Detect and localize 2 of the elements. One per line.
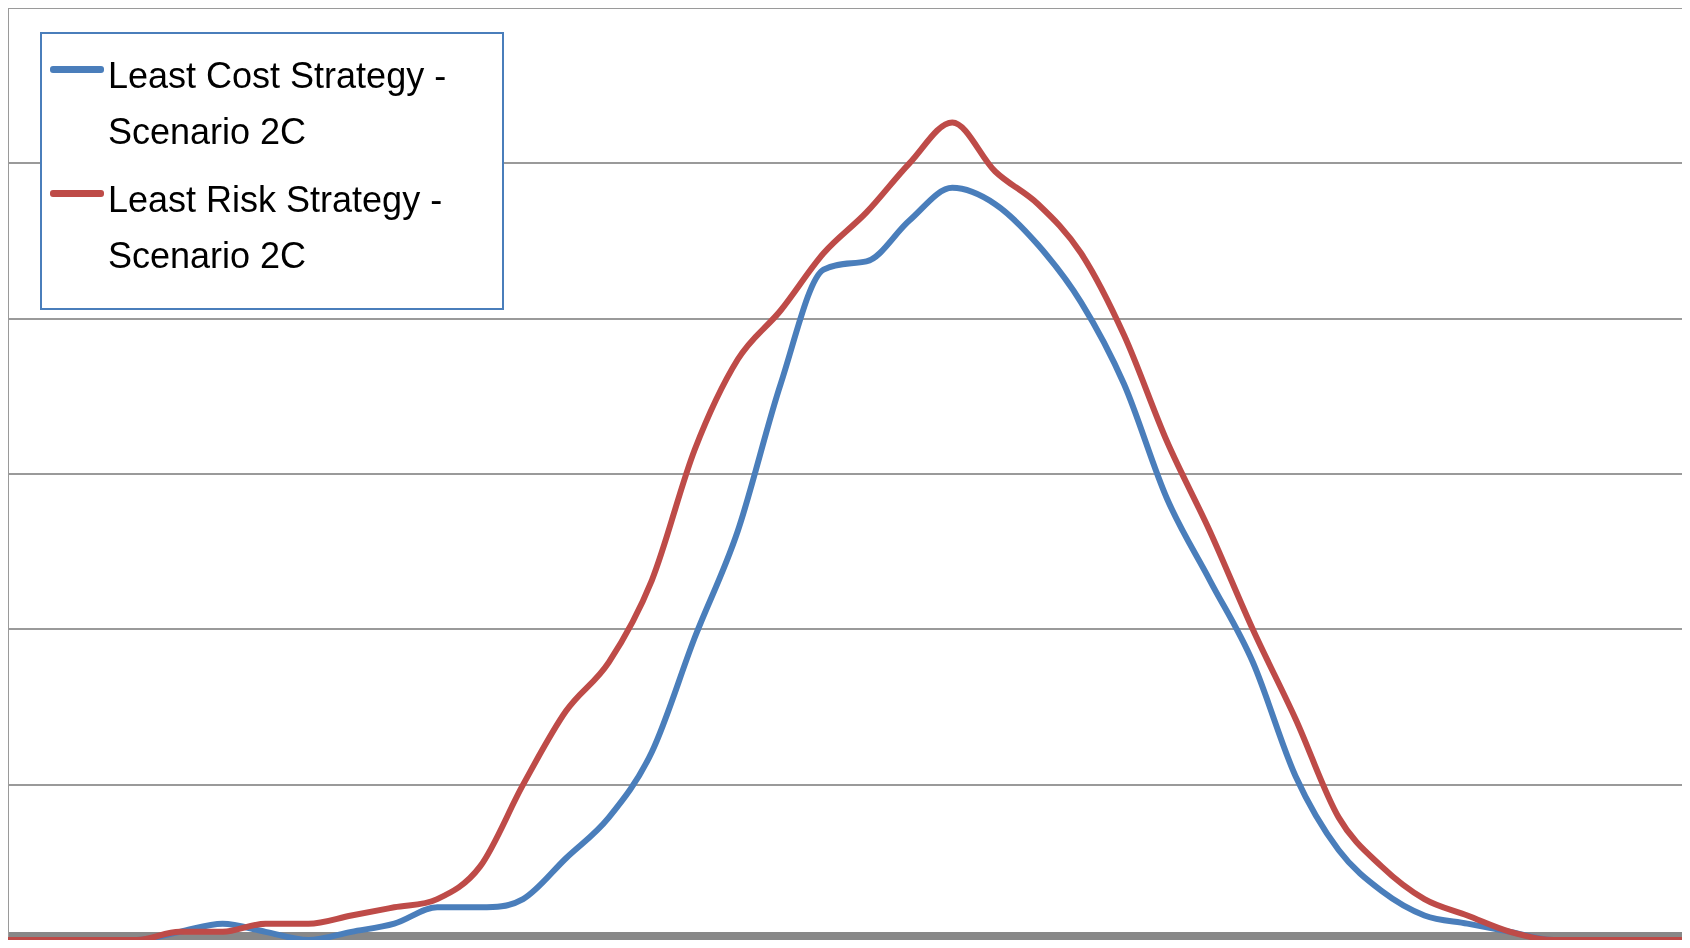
legend-label: Least Risk Strategy - Scenario 2C: [108, 178, 444, 278]
legend-label: Least Cost Strategy - Scenario 2C: [108, 54, 448, 154]
